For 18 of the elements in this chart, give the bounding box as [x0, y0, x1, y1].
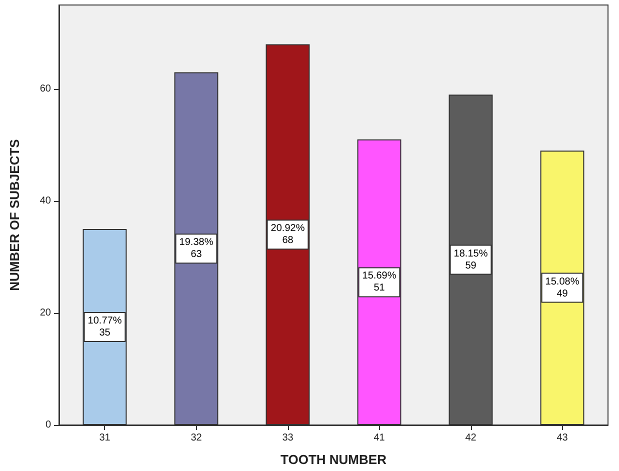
x-axis-title: TOOTH NUMBER [280, 452, 388, 467]
data-label: 10.77% 35 [88, 316, 122, 338]
data-label: 18.15% 59 [454, 248, 488, 272]
x-tick-label: 43 [556, 432, 568, 444]
data-label: 20.92% 68 [270, 223, 305, 246]
data-label: 19.38% 63 [179, 237, 214, 260]
x-tick-label: 32 [190, 432, 202, 444]
x-tick-label: 42 [465, 432, 477, 444]
y-tick-label: 40 [40, 196, 52, 206]
x-tick-label: 31 [99, 432, 111, 444]
x-tick-label: 41 [374, 432, 386, 444]
y-tick-label: 20 [40, 308, 52, 318]
y-tick-label: 60 [40, 84, 52, 94]
y-tick-label: 0 [45, 420, 52, 430]
x-tick-label: 33 [282, 432, 294, 444]
y-axis-title: NUMBER OF SUBJECTS [7, 138, 22, 291]
data-label: 15.69% 51 [362, 270, 396, 294]
data-label: 15.08% 49 [545, 276, 580, 300]
